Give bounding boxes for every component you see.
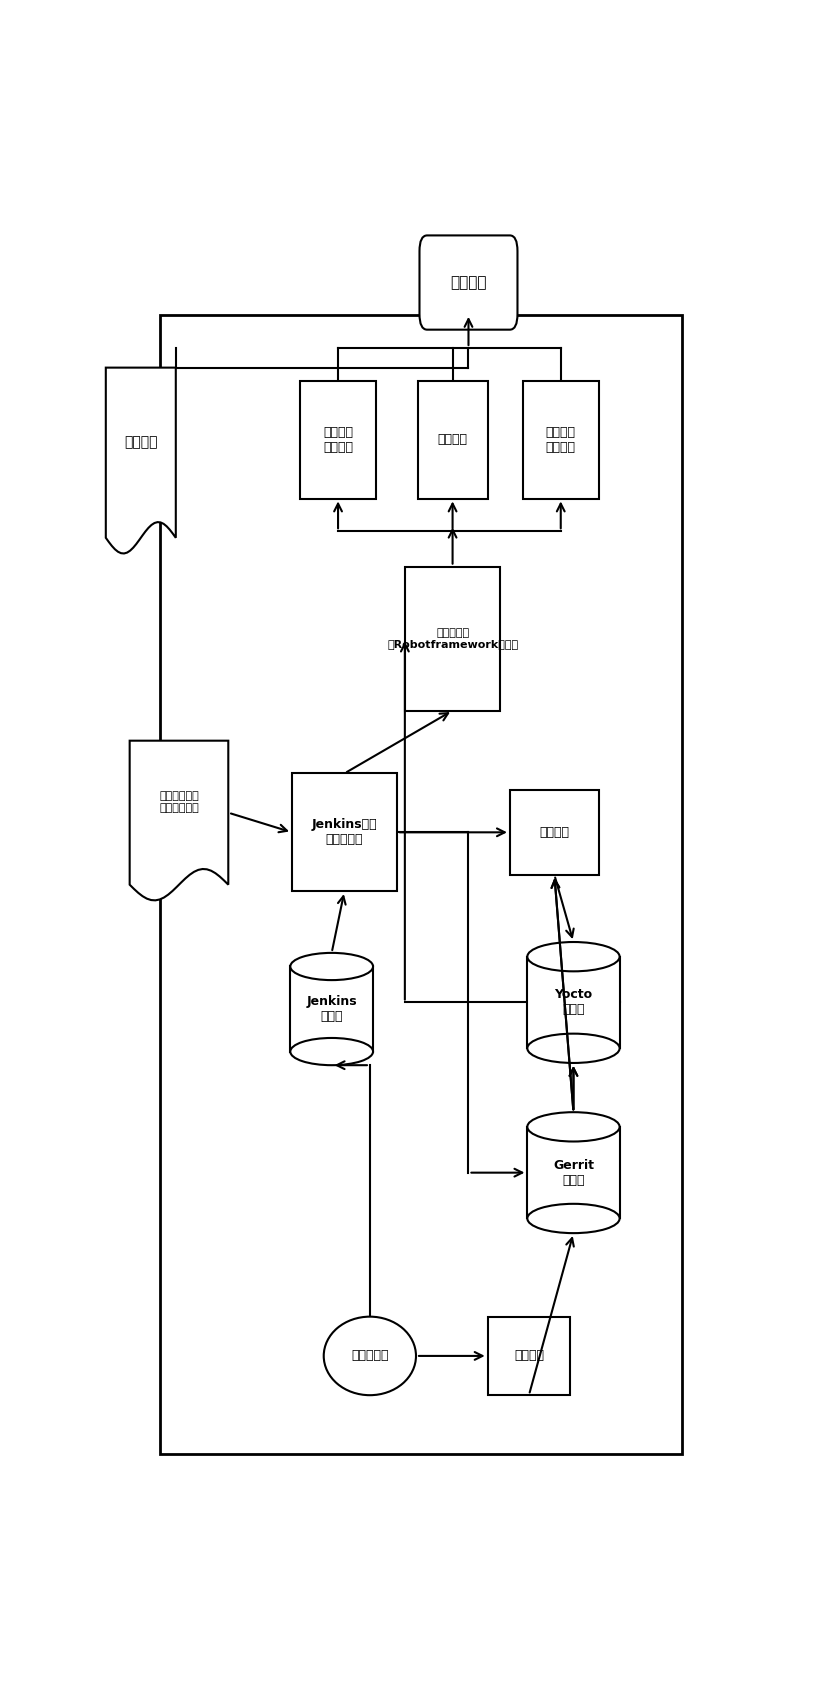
- FancyBboxPatch shape: [292, 774, 397, 891]
- FancyBboxPatch shape: [488, 1318, 571, 1396]
- FancyBboxPatch shape: [405, 566, 500, 711]
- FancyBboxPatch shape: [418, 381, 488, 498]
- Ellipse shape: [527, 1204, 620, 1232]
- Ellipse shape: [527, 1034, 620, 1062]
- Text: 提交代码: 提交代码: [514, 1350, 544, 1362]
- FancyBboxPatch shape: [300, 381, 376, 498]
- Text: 测试结果: 测试结果: [450, 275, 487, 291]
- Ellipse shape: [527, 942, 620, 971]
- Text: Jenkins
服务器: Jenkins 服务器: [306, 994, 357, 1023]
- Text: 开发工程师: 开发工程师: [351, 1350, 388, 1362]
- FancyBboxPatch shape: [420, 235, 517, 330]
- Text: 集成测试
（性能）: 集成测试 （性能）: [546, 425, 576, 454]
- Ellipse shape: [527, 1112, 620, 1141]
- Ellipse shape: [291, 1039, 373, 1066]
- Text: 自动化测试
（Robotframework框架）: 自动化测试 （Robotframework框架）: [387, 627, 518, 649]
- Text: 单元测试
接口测试: 单元测试 接口测试: [323, 425, 353, 454]
- Ellipse shape: [291, 954, 373, 981]
- FancyBboxPatch shape: [527, 957, 620, 1049]
- Text: 测试报告: 测试报告: [124, 435, 158, 449]
- FancyBboxPatch shape: [510, 790, 599, 876]
- Ellipse shape: [323, 1318, 416, 1396]
- Text: 模块测试: 模块测试: [438, 434, 468, 445]
- FancyBboxPatch shape: [522, 381, 599, 498]
- PathPatch shape: [130, 741, 228, 901]
- FancyBboxPatch shape: [527, 1127, 620, 1219]
- Text: Jenkins自动
监控与集成: Jenkins自动 监控与集成: [312, 818, 377, 847]
- FancyBboxPatch shape: [291, 967, 373, 1052]
- PathPatch shape: [106, 367, 176, 554]
- Text: Gerrit
服务器: Gerrit 服务器: [553, 1159, 594, 1187]
- Text: 静态检查报告
集成编译结果: 静态检查报告 集成编译结果: [159, 792, 199, 813]
- Text: Yocto
服务器: Yocto 服务器: [554, 988, 593, 1017]
- Text: 静态检测: 静态检测: [539, 826, 570, 838]
